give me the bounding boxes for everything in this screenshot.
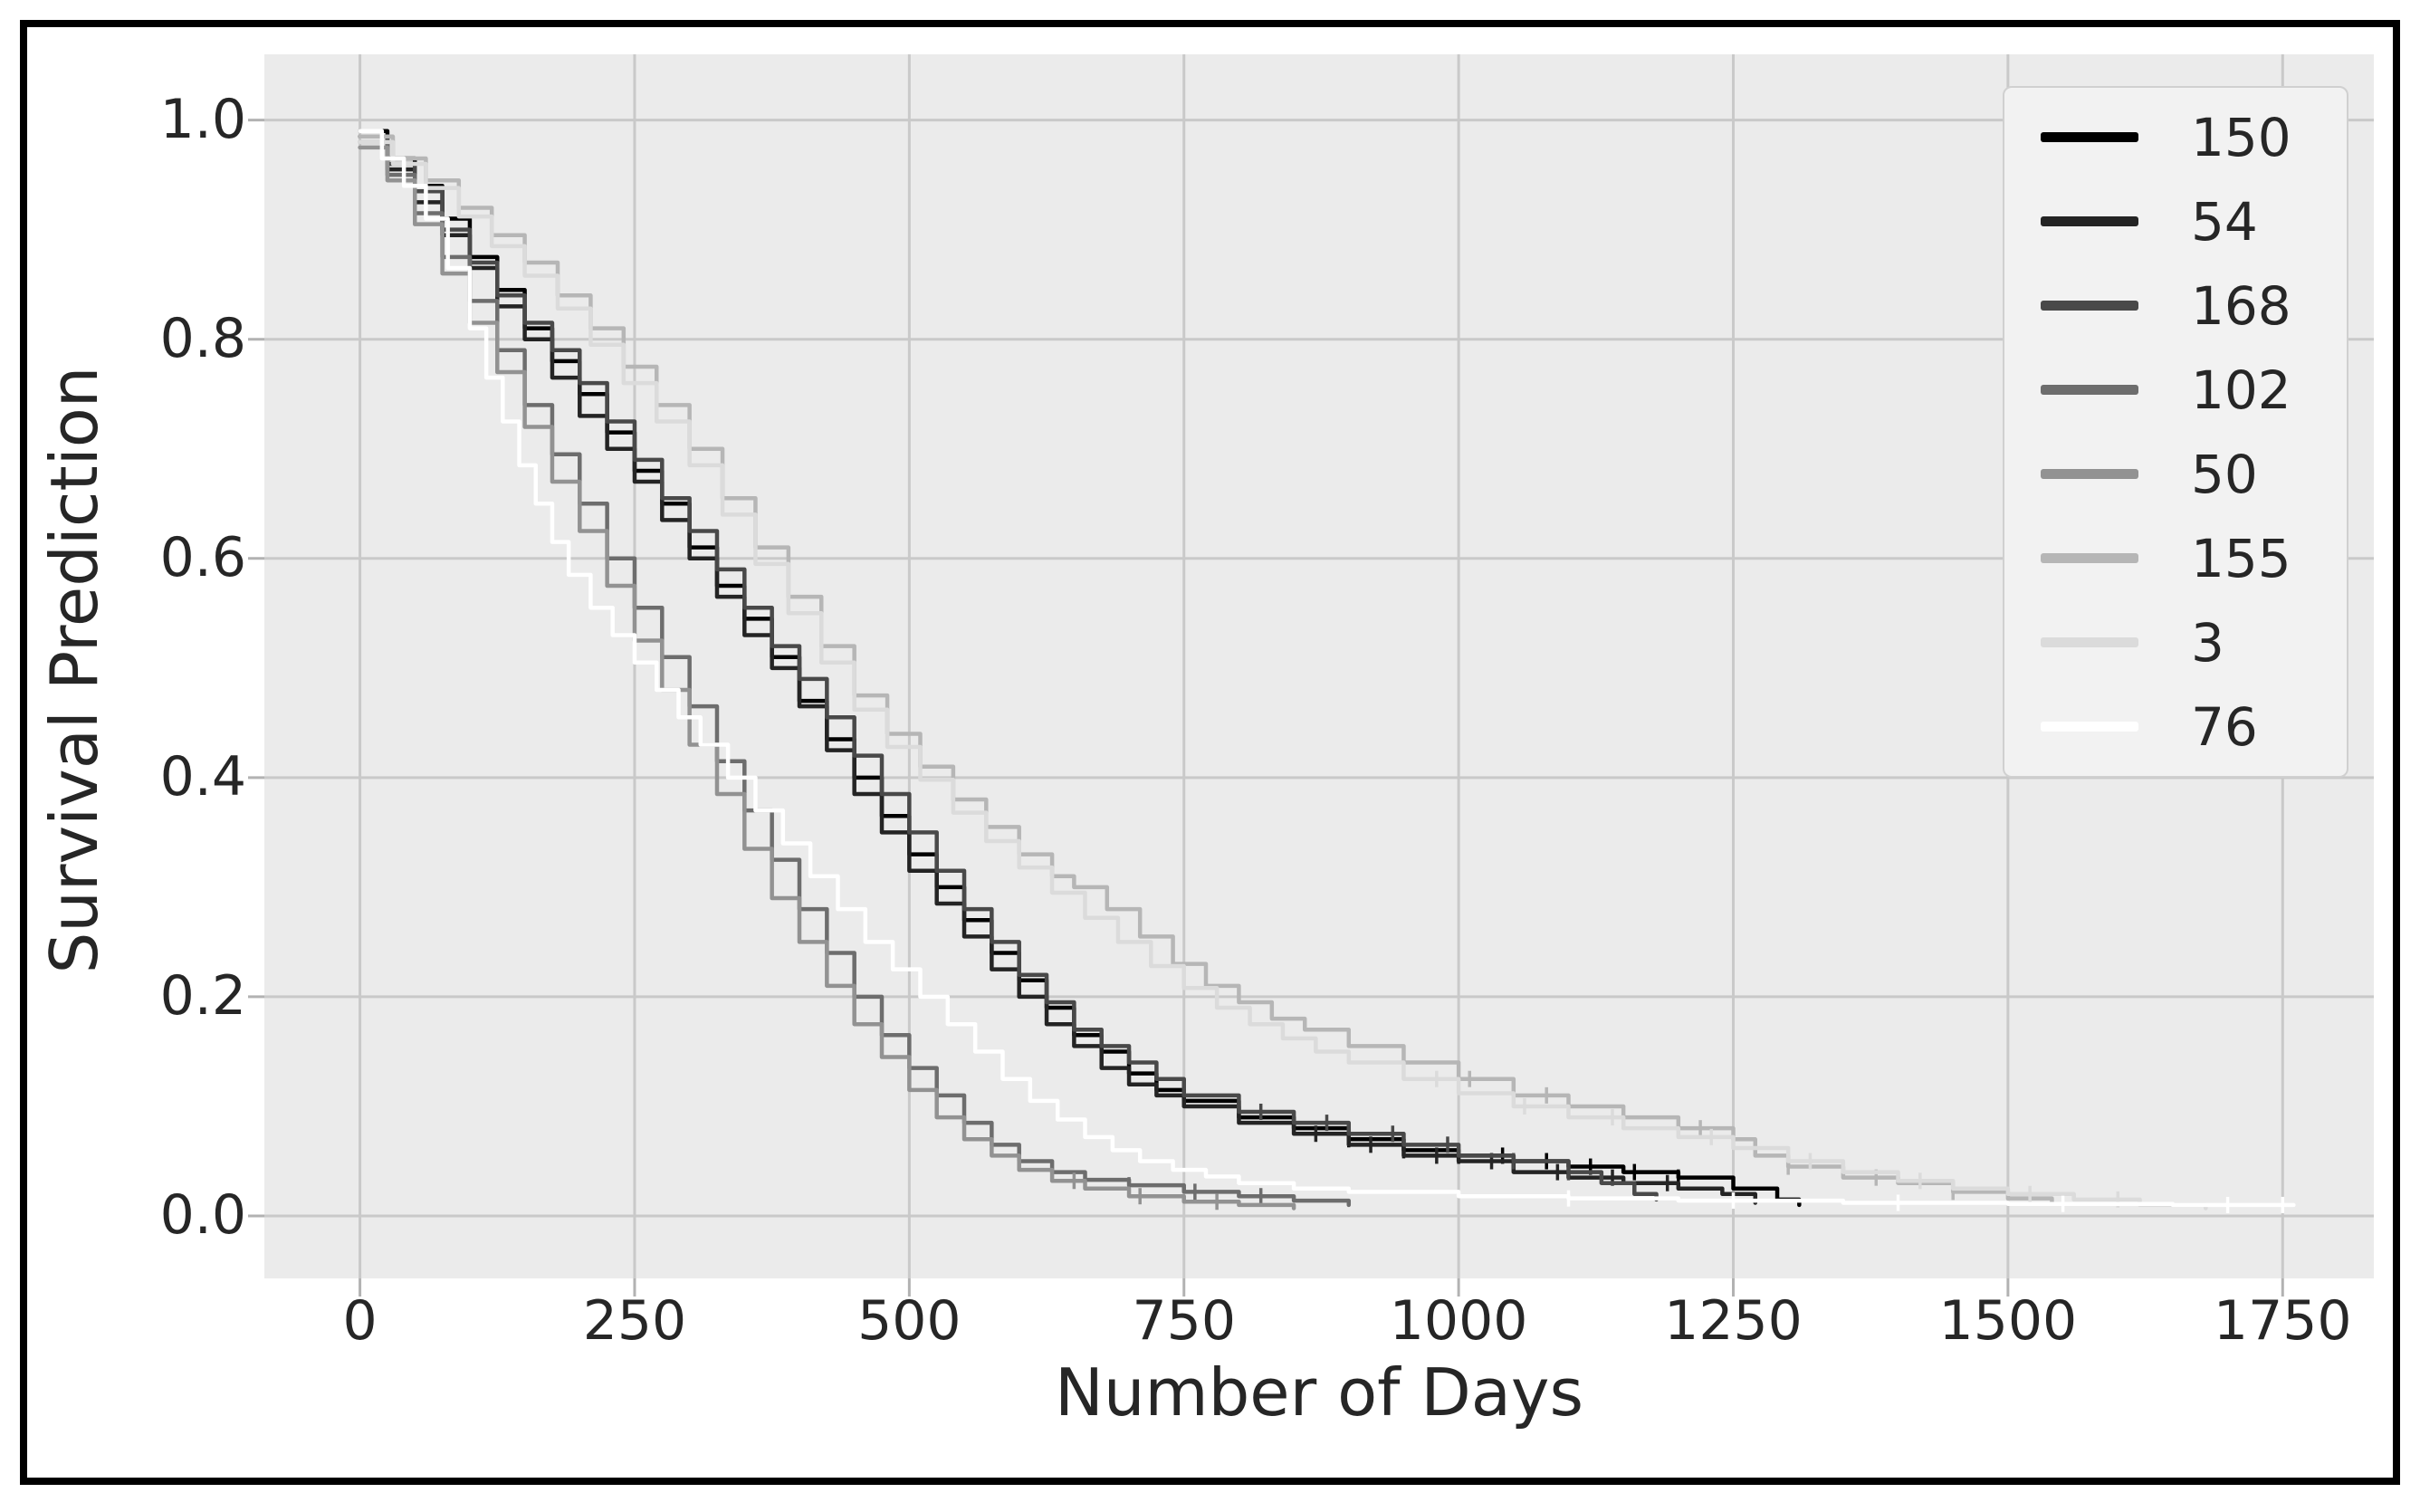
y-tick-label-0.2: 0.2 [159, 963, 246, 1028]
legend-swatch-76 [2041, 722, 2138, 732]
legend-label-76: 76 [2191, 695, 2258, 758]
legend-item-54: 54 [2004, 179, 2347, 263]
legend-label-102: 102 [2191, 359, 2291, 421]
legend-swatch-54 [2041, 216, 2138, 226]
curve-76 [358, 129, 2296, 1208]
x-tick-label-250: 250 [582, 1289, 687, 1353]
curve-102 [358, 139, 1352, 1208]
curve-3 [358, 139, 2208, 1211]
legend-item-3: 3 [2004, 600, 2347, 684]
legend-swatch-168 [2041, 301, 2138, 311]
legend-swatch-3 [2041, 637, 2138, 647]
x-tick-label-0: 0 [342, 1289, 378, 1353]
y-axis-title: Survival Prediction [36, 366, 112, 974]
legend-label-3: 3 [2191, 611, 2224, 674]
x-tick-label-750: 750 [1132, 1289, 1236, 1353]
curve-155 [358, 134, 2054, 1205]
legend-label-155: 155 [2191, 527, 2291, 589]
y-tick-label-0.4: 0.4 [159, 744, 246, 809]
x-tick-label-500: 500 [857, 1289, 961, 1353]
curve-50 [358, 145, 1296, 1211]
y-tick-label-0.8: 0.8 [159, 306, 246, 370]
y-tick-label-0.0: 0.0 [159, 1183, 246, 1247]
x-axis-title: Number of Days [1054, 1354, 1584, 1431]
curve-168 [358, 134, 1659, 1202]
legend-item-150: 150 [2004, 95, 2347, 179]
legend-label-168: 168 [2191, 274, 2291, 337]
legend-item-76: 76 [2004, 684, 2347, 769]
legend-swatch-102 [2041, 385, 2138, 395]
legend-item-50: 50 [2004, 432, 2347, 516]
legend-label-50: 50 [2191, 443, 2258, 505]
curve-150 [358, 129, 1802, 1208]
x-tick-label-1500: 1500 [1938, 1289, 2078, 1353]
legend-swatch-50 [2041, 469, 2138, 479]
x-tick-label-1000: 1000 [1389, 1289, 1528, 1353]
legend-item-168: 168 [2004, 263, 2347, 348]
legend: 150 54 168 102 50 155 3 76 [2003, 86, 2348, 778]
legend-swatch-155 [2041, 553, 2138, 563]
x-tick-label-1750: 1750 [2213, 1289, 2352, 1353]
legend-item-102: 102 [2004, 348, 2347, 432]
x-tick-label-1250: 1250 [1664, 1289, 1803, 1353]
legend-swatch-150 [2041, 132, 2138, 142]
y-tick-label-0.6: 0.6 [159, 525, 246, 589]
legend-label-150: 150 [2191, 106, 2291, 168]
legend-label-54: 54 [2191, 190, 2258, 253]
legend-item-155: 155 [2004, 516, 2347, 600]
y-tick-label-1.0: 1.0 [159, 87, 246, 151]
